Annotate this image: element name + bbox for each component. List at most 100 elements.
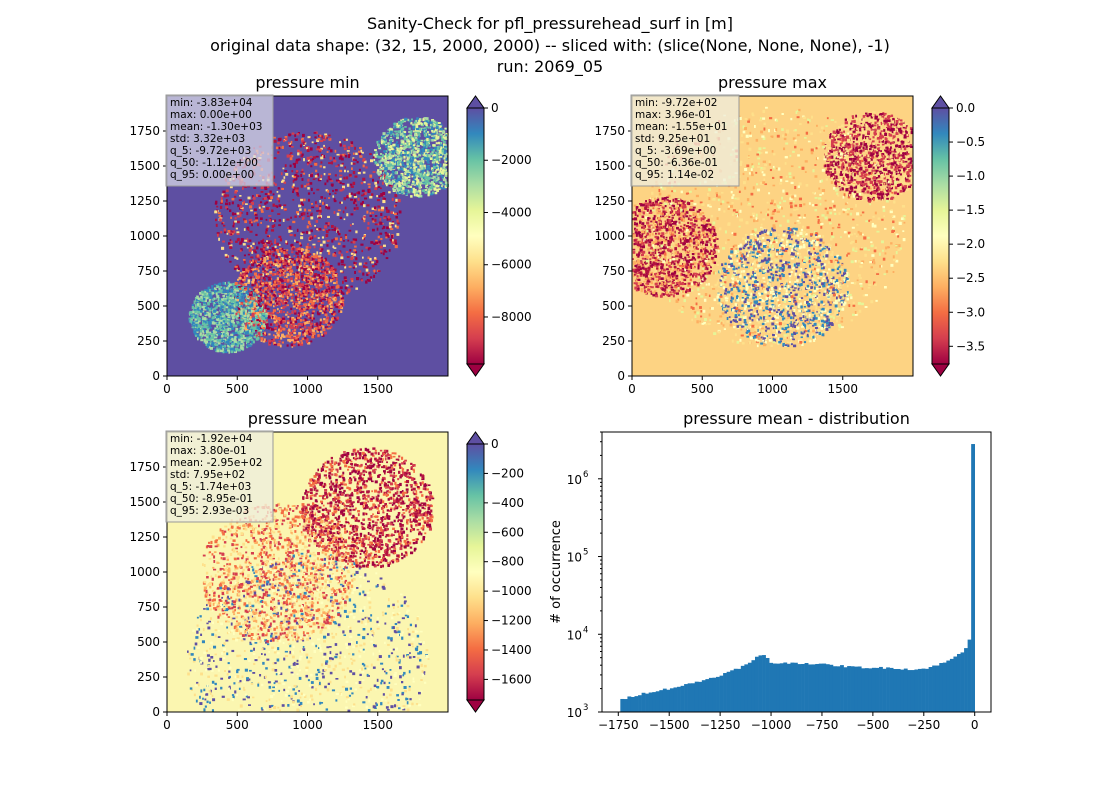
heatmap-cell [374,149,377,152]
heatmap-cell [255,298,258,301]
heatmap-cell [257,323,260,326]
heatmap-cell [249,301,252,305]
heatmap-cell [214,331,217,335]
heatmap-cell [269,278,273,280]
heatmap-cell [274,183,277,186]
heatmap-cell [301,153,304,156]
heatmap-cell [224,231,227,234]
heatmap-cell [307,326,311,329]
heatmap-cell [282,311,285,313]
heatmap-cell [312,293,314,296]
heatmap-cell [396,151,399,154]
heatmap-cell [216,334,219,337]
heatmap-cell [296,133,299,136]
heatmap-cell [426,121,430,124]
heatmap-cell [419,162,423,165]
heatmap-cell [381,136,383,139]
heatmap-cell [397,189,400,193]
heatmap-cell [231,301,233,304]
heatmap-cell [425,130,428,133]
heatmap-cell [422,118,425,122]
heatmap-cell [195,304,199,308]
heatmap-cell [289,317,293,321]
heatmap-cell [385,167,388,171]
heatmap-cell [429,133,432,136]
heatmap-cell [234,282,238,286]
heatmap-cell [435,156,439,159]
heatmap-cell [367,247,370,251]
heatmap-cell [200,318,203,321]
heatmap-cell [307,178,310,182]
heatmap-cell [240,248,243,252]
heatmap-cell [323,290,326,293]
heatmap-cell [399,149,402,152]
heatmap-cell [333,299,336,302]
heatmap-cell [197,320,201,323]
heatmap-cell [275,283,278,287]
heatmap-cell [417,148,420,152]
heatmap-cell [304,325,307,329]
heatmap-cell [393,189,396,192]
heatmap-cell [350,162,353,165]
heatmap-cell [325,222,329,225]
heatmap-cell [308,327,312,331]
heatmap-cell [417,129,420,132]
heatmap-cell [329,156,332,160]
heatmap-cell [248,268,251,272]
heatmap-cell [427,119,430,123]
heatmap-cell [252,242,255,246]
heatmap-cell [309,306,313,309]
heatmap-cell [387,166,391,170]
heatmap-cell [374,218,377,222]
heatmap-cell [247,196,251,200]
heatmap-cell [270,250,273,253]
heatmap-cell [222,300,224,303]
heatmap-cell [234,298,237,301]
heatmap-cell [311,257,315,261]
heatmap-cell [311,314,314,317]
heatmap-cell [422,179,425,182]
heatmap-cell [213,307,217,311]
heatmap-cell [301,282,304,285]
heatmap-cell [407,163,409,167]
heatmap-cell [380,164,383,167]
heatmap-cell [263,282,267,285]
heatmap-cell [440,163,442,166]
heatmap-cell [428,176,432,180]
heatmap-cell [227,342,230,346]
heatmap-cell [303,158,305,162]
heatmap-cell [229,324,232,328]
heatmap-cell [260,322,263,324]
heatmap-cell [279,289,282,292]
heatmap-cell [325,326,329,329]
heatmap-cell [251,299,254,303]
heatmap-cell [366,210,369,214]
heatmap-cell [302,216,305,220]
heatmap-cell [226,310,229,313]
heatmap-cell [404,171,407,174]
heatmap-cell [436,164,439,167]
heatmap-cell [340,301,345,305]
heatmap-cell [442,148,445,151]
heatmap-cell [439,134,443,136]
heatmap-cell [411,156,414,160]
heatmap-cell [309,317,313,320]
heatmap-cell [296,175,300,178]
heatmap-cell [264,306,267,309]
heatmap-cell [255,219,259,222]
heatmap-cell [288,335,292,339]
heatmap-cell [412,145,416,149]
heatmap-cell [206,327,210,330]
heatmap-cell [233,287,237,290]
heatmap-cell [324,135,327,139]
heatmap-cell [232,322,236,324]
heatmap-cell [408,120,412,123]
heatmap-cell [217,342,221,345]
heatmap-cell [306,258,310,261]
heatmap-cell [319,140,323,143]
heatmap-cell [274,245,277,248]
heatmap-cell [270,327,273,331]
heatmap-cell [335,165,339,168]
heatmap-cell [311,279,315,283]
heatmap-cell [366,204,370,207]
